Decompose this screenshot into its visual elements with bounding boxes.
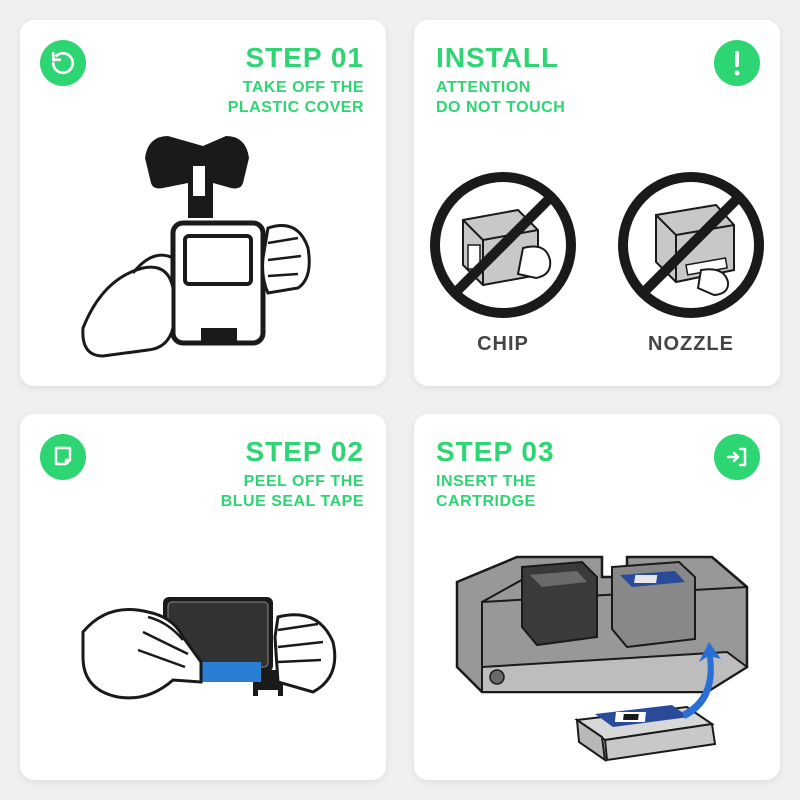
step-03-illustration bbox=[414, 524, 780, 770]
step-02-illustration bbox=[20, 544, 386, 760]
instruction-grid: STEP 01 TAKE OFF THE PLASTIC COVER bbox=[20, 20, 780, 780]
note-icon bbox=[40, 434, 86, 480]
prohibition-row: CHIP NOZZLE bbox=[414, 170, 780, 356]
prohib-nozzle: NOZZLE bbox=[616, 170, 766, 356]
step-01-header: STEP 01 TAKE OFF THE PLASTIC COVER bbox=[42, 42, 364, 118]
step-02-title: STEP 02 bbox=[42, 436, 364, 468]
step-01-illustration bbox=[20, 120, 386, 376]
step-03-title: STEP 03 bbox=[436, 436, 758, 468]
step-03-desc: INSERT THE CARTRIDGE bbox=[436, 472, 758, 512]
card-step-03: STEP 03 INSERT THE CARTRIDGE bbox=[414, 414, 780, 780]
install-header: INSTALL ATTENTION DO NOT TOUCH bbox=[436, 42, 758, 118]
step-01-desc: TAKE OFF THE PLASTIC COVER bbox=[42, 78, 364, 118]
step-02-header: STEP 02 PEEL OFF THE BLUE SEAL TAPE bbox=[42, 436, 364, 512]
card-step-01: STEP 01 TAKE OFF THE PLASTIC COVER bbox=[20, 20, 386, 386]
step-03-header: STEP 03 INSERT THE CARTRIDGE bbox=[436, 436, 758, 512]
step-01-title: STEP 01 bbox=[42, 42, 364, 74]
install-desc: ATTENTION DO NOT TOUCH bbox=[436, 78, 758, 118]
exclamation-icon bbox=[714, 40, 760, 86]
insert-icon bbox=[714, 434, 760, 480]
install-title: INSTALL bbox=[436, 42, 758, 74]
prohib-chip: CHIP bbox=[428, 170, 578, 356]
step-02-desc: PEEL OFF THE BLUE SEAL TAPE bbox=[42, 472, 364, 512]
nozzle-label: NOZZLE bbox=[616, 333, 766, 356]
card-install: INSTALL ATTENTION DO NOT TOUCH bbox=[414, 20, 780, 386]
rotate-icon bbox=[40, 40, 86, 86]
card-step-02: STEP 02 PEEL OFF THE BLUE SEAL TAPE bbox=[20, 414, 386, 780]
chip-label: CHIP bbox=[428, 333, 578, 356]
